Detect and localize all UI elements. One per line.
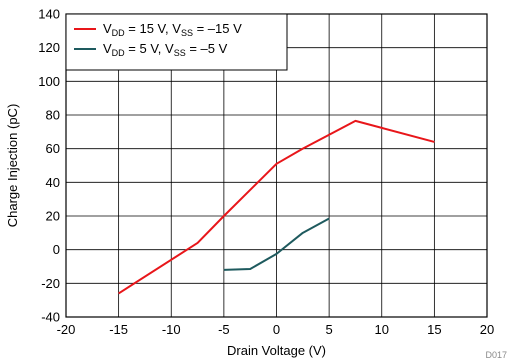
series-line-1: [118, 119, 435, 295]
y-tick-label: -40: [41, 310, 60, 325]
legend: VDD = 15 V, VSS = –15 V VDD = 5 V, VSS = …: [65, 13, 288, 71]
y-tick-label: 60: [46, 141, 60, 156]
legend-box: [65, 13, 288, 71]
x-tick-label: 15: [427, 322, 441, 337]
y-tick-label: 0: [53, 242, 60, 257]
y-tick-label: 20: [46, 209, 60, 224]
grid: [66, 14, 487, 317]
series-layer: [118, 119, 435, 295]
x-tick-labels: -20 -15 -10 -5 0 5 10 15 20: [57, 322, 495, 337]
x-axis-label: Drain Voltage (V): [227, 343, 326, 358]
x-tick-label: 0: [273, 322, 280, 337]
y-tick-label: 140: [38, 7, 60, 22]
y-tick-label: 40: [46, 175, 60, 190]
x-tick-label: -10: [162, 322, 181, 337]
x-tick-label: -15: [109, 322, 128, 337]
y-tick-label: 120: [38, 40, 60, 55]
x-tick-label: 20: [480, 322, 494, 337]
legend-label-1: VDD = 15 V, VSS = –15 V: [103, 21, 242, 38]
y-tick-label: -20: [41, 276, 60, 291]
series-line-2: [223, 217, 330, 271]
y-axis-label: Charge Injection (pC): [5, 104, 20, 228]
x-tick-label: -5: [218, 322, 230, 337]
y-tick-label: 80: [46, 108, 60, 123]
legend-label-2: VDD = 5 V, VSS = –5 V: [103, 41, 228, 58]
x-tick-label: 5: [326, 322, 333, 337]
y-tick-labels: -40 -20 0 20 40 60 80 100 120 140: [38, 7, 60, 325]
x-tick-label: 10: [375, 322, 389, 337]
x-tick-label: -20: [57, 322, 76, 337]
figure-code: D017: [485, 350, 507, 360]
y-tick-label: 100: [38, 74, 60, 89]
